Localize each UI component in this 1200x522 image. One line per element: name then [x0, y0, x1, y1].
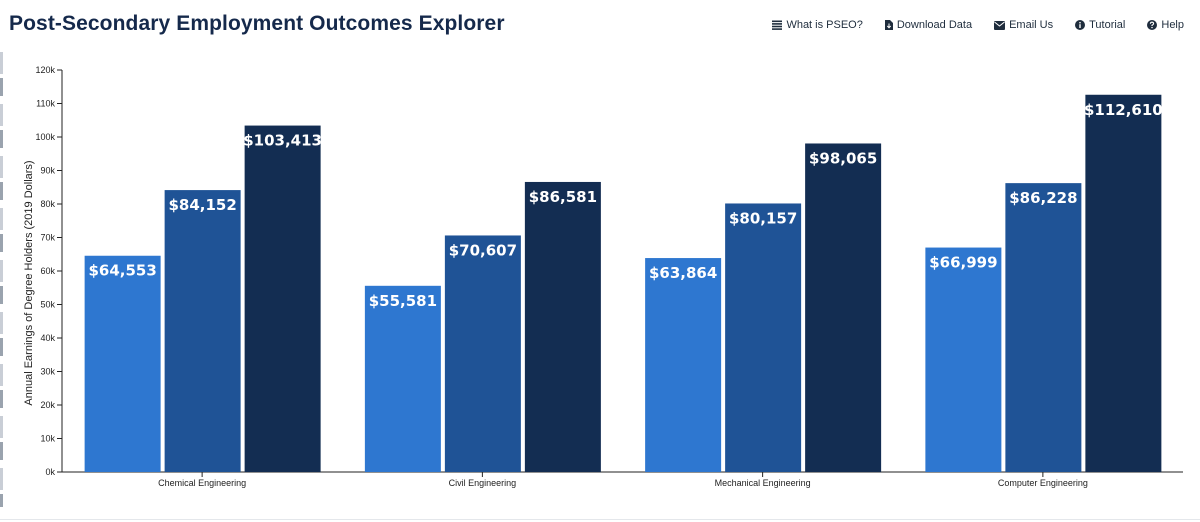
nav-label: Email Us	[1009, 19, 1054, 31]
envelope-icon	[994, 20, 1006, 30]
page-title: Post-Secondary Employment Outcomes Explo…	[9, 12, 505, 35]
nav-email-us[interactable]: Email Us	[994, 19, 1053, 31]
bar-value-label: $64,553	[88, 262, 156, 280]
bar	[364, 285, 441, 472]
question-circle-icon	[1147, 20, 1158, 30]
nav-download-data[interactable]: Download Data	[884, 19, 973, 31]
y-tick-label: 20k	[40, 400, 55, 410]
bar-value-label: $70,607	[449, 241, 517, 259]
bar	[805, 143, 882, 472]
header: Post-Secondary Employment Outcomes Explo…	[0, 0, 1200, 52]
nav-label: Download Data	[896, 19, 973, 31]
x-tick-label: Civil Engineering	[449, 478, 517, 488]
nav-what-is-pseo[interactable]: What is PSEO?	[772, 19, 863, 31]
file-download-icon	[884, 20, 893, 30]
bar	[645, 258, 722, 472]
bar-value-label: $63,864	[649, 264, 717, 282]
bar-value-label: $55,581	[369, 292, 437, 310]
y-tick-label: 80k	[40, 199, 55, 209]
y-tick-label: 10k	[40, 434, 55, 444]
y-tick-label: 0k	[45, 467, 55, 477]
y-tick-label: 40k	[40, 333, 55, 343]
y-tick-label: 100k	[35, 132, 55, 142]
top-nav: What is PSEO? Download Data Email Us Tut…	[772, 19, 1184, 31]
y-tick-label: 50k	[40, 300, 55, 310]
y-tick-label: 60k	[40, 266, 55, 276]
y-tick-label: 70k	[40, 233, 55, 243]
bar-value-label: $86,581	[529, 188, 597, 206]
nav-label: Help	[1161, 19, 1184, 31]
bar-value-label: $98,065	[809, 149, 877, 167]
bar-value-label: $84,152	[168, 196, 236, 214]
bar-value-label: $86,228	[1009, 189, 1077, 207]
x-tick-label: Chemical Engineering	[158, 478, 246, 488]
info-circle-icon	[1075, 20, 1086, 30]
y-tick-label: 30k	[40, 367, 55, 377]
bar-value-label: $66,999	[929, 254, 997, 272]
y-axis-title: Annual Earnings of Degree Holders (2019 …	[23, 160, 35, 405]
footer-divider	[0, 519, 1200, 520]
bar	[444, 235, 521, 472]
chart-svg: 0k 10k 20k 30k 40k 50k 60k 70k 80k 90k 100k 110k 120…	[23, 65, 1183, 488]
left-panel-edge	[0, 52, 3, 507]
y-tick-label: 90k	[40, 166, 55, 176]
bar	[244, 125, 321, 472]
bar	[84, 255, 161, 472]
x-tick-label: Mechanical Engineering	[715, 478, 811, 488]
bar-value-label: $103,413	[243, 132, 322, 150]
x-tick-label: Computer Engineering	[998, 478, 1088, 488]
bar	[725, 203, 802, 472]
nav-label: What is PSEO?	[786, 19, 863, 31]
list-icon	[772, 20, 783, 30]
bar-value-label: $80,157	[729, 209, 797, 227]
nav-tutorial[interactable]: Tutorial	[1075, 19, 1125, 31]
bar	[524, 181, 601, 472]
bar	[1085, 94, 1162, 472]
bar	[1005, 183, 1082, 472]
bar-value-label: $112,610	[1084, 101, 1163, 119]
y-tick-label: 110k	[36, 99, 55, 109]
earnings-chart: 0k 10k 20k 30k 40k 50k 60k 70k 80k 90k 100k 110k 120…	[0, 52, 1200, 507]
bar	[925, 247, 1002, 472]
nav-label: Tutorial	[1089, 19, 1126, 31]
bar	[164, 190, 241, 472]
y-tick-label: 120k	[35, 65, 55, 75]
nav-help[interactable]: Help	[1147, 19, 1184, 31]
